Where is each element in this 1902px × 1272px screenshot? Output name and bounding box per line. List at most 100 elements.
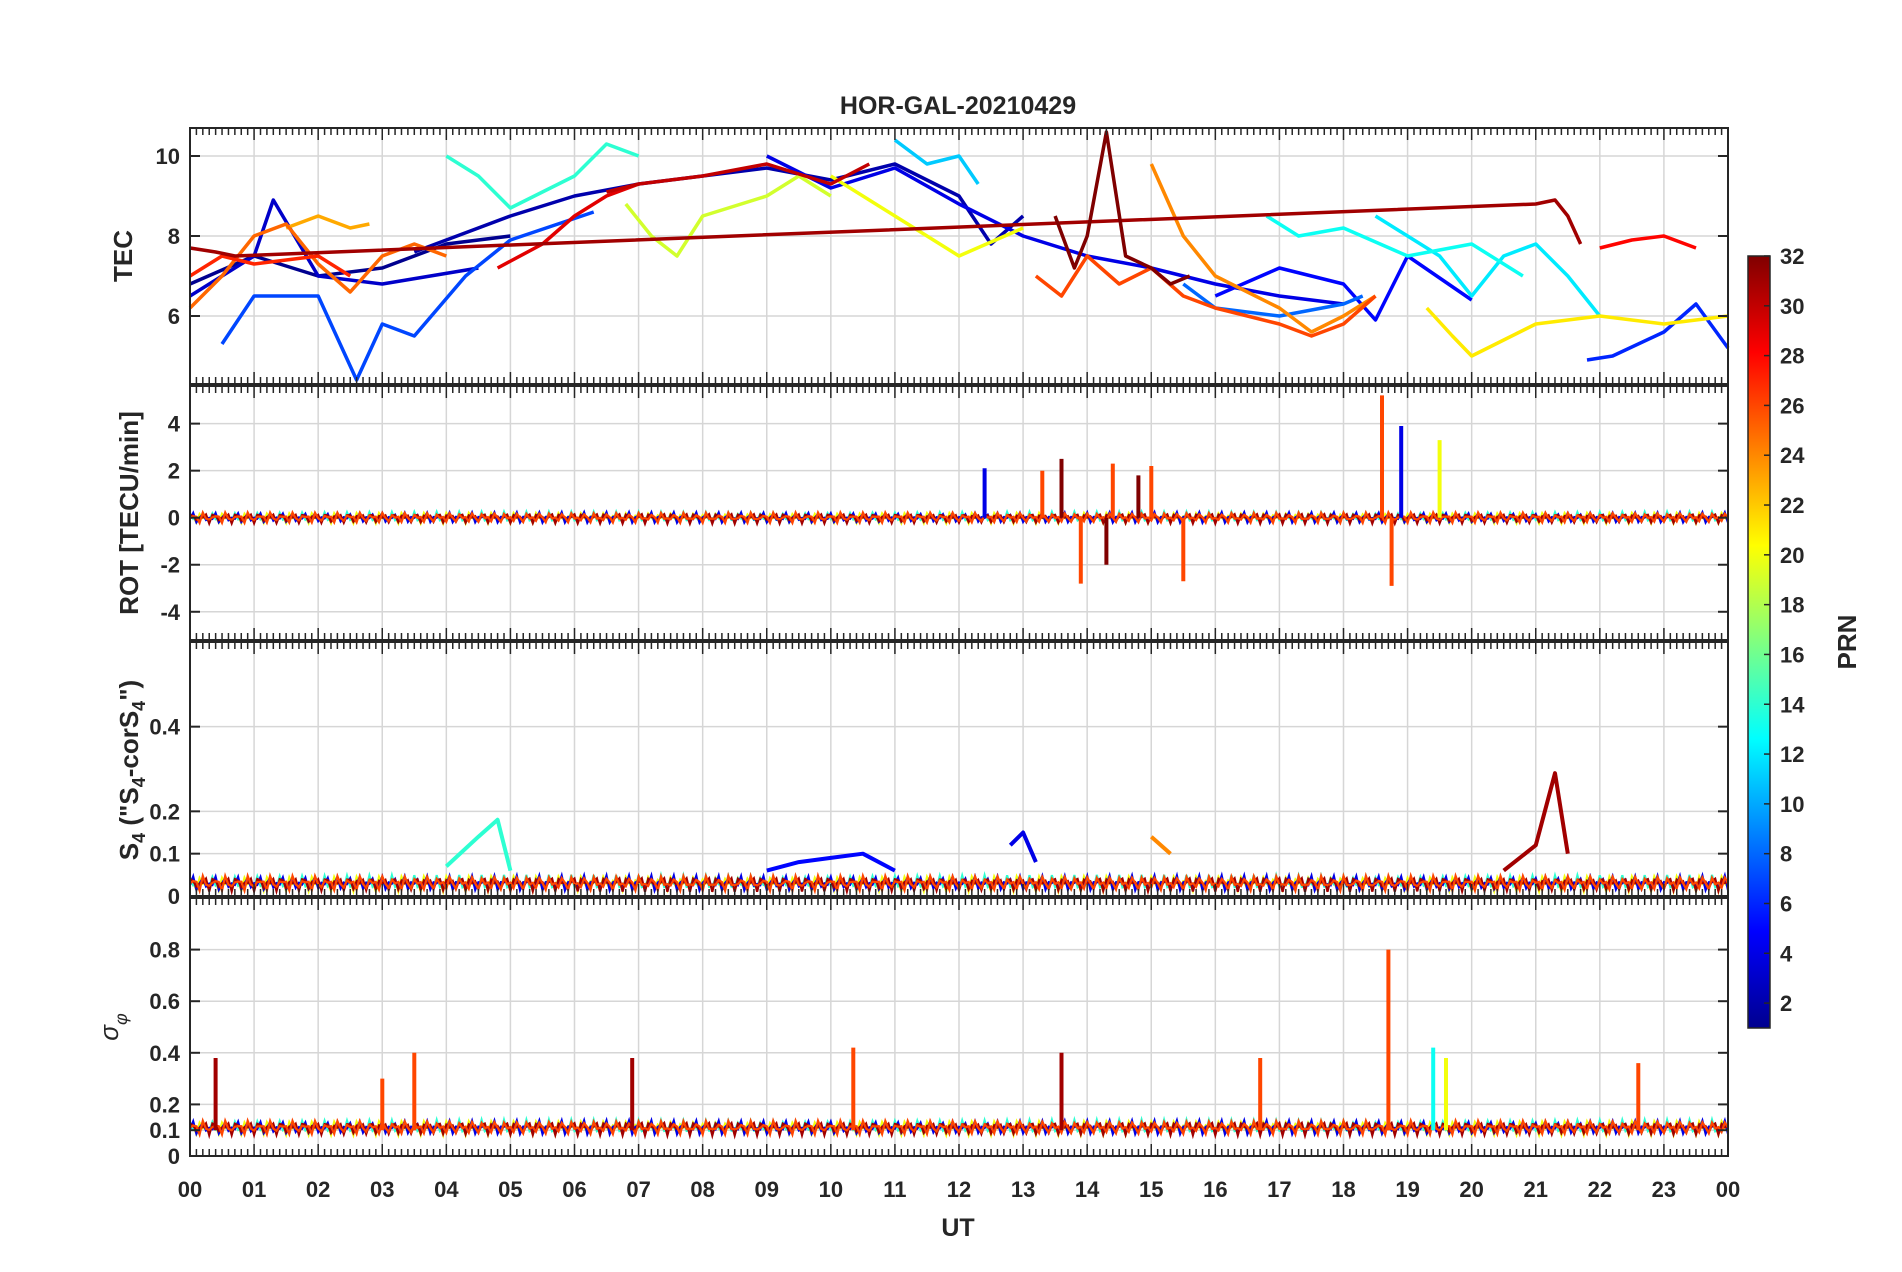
y-tick-label: 0.6: [149, 989, 180, 1014]
series-line: [1034, 254, 1377, 338]
series-line: [982, 426, 1404, 518]
series-line: [445, 142, 640, 210]
x-tick-label: 12: [947, 1177, 971, 1202]
ylabel-rot: ROT [TECU/min]: [114, 411, 144, 615]
x-tick-label: 21: [1524, 1177, 1548, 1202]
x-tick-label: 23: [1652, 1177, 1676, 1202]
series-line: [624, 174, 832, 258]
y-tick-label: 0.2: [149, 1092, 180, 1117]
colorbar-tick-label: 14: [1780, 692, 1805, 717]
series-line: [220, 210, 595, 382]
colorbar-tick-label: 10: [1780, 792, 1804, 817]
colorbar-scale: [1747, 255, 1771, 1029]
series-line: [1502, 771, 1570, 873]
series-line: [1149, 835, 1172, 856]
series-line: [1182, 282, 1364, 318]
series-line: [829, 174, 1024, 258]
series-line: [1053, 130, 1191, 286]
y-tick-label: 4: [168, 412, 181, 437]
x-tick-label: 14: [1075, 1177, 1100, 1202]
series-baseline: [189, 509, 1729, 526]
series-line: [1599, 234, 1697, 250]
y-tick-label: 8: [168, 224, 180, 249]
colorbar-tick-label: 8: [1780, 842, 1792, 867]
x-tick-labels: 00 01 02 03 04 05 06 07 08 09 10 11 12 13 14 15 16 17 18 19…: [178, 1177, 1740, 1202]
x-tick-label: 09: [755, 1177, 779, 1202]
series-line: [285, 214, 370, 230]
y-tick-label: 0.1: [149, 842, 180, 867]
x-tick-label: 02: [306, 1177, 330, 1202]
colorbar-tick-label: 22: [1780, 493, 1804, 518]
x-tick-label: 04: [434, 1177, 459, 1202]
series-line: [1059, 458, 1141, 565]
x-tick-label: 00: [178, 1177, 202, 1202]
series-line: [893, 138, 980, 185]
x-tick-label: 20: [1459, 1177, 1483, 1202]
series-line: [413, 162, 1025, 254]
x-tick-label: 13: [1011, 1177, 1035, 1202]
series-baseline: [189, 1120, 1729, 1140]
series-line: [1425, 306, 1729, 358]
svg-text:S4 ("S4-corS4"): S4 ("S4-corS4"): [114, 680, 149, 860]
x-tick-label: 03: [370, 1177, 394, 1202]
series-line: [766, 154, 1344, 306]
y-tick-label: 0: [168, 1144, 180, 1169]
x-tick-label: 11: [883, 1177, 906, 1202]
x-tick-label: 18: [1331, 1177, 1355, 1202]
x-tick-label: 16: [1203, 1177, 1227, 1202]
y-tick-label: 6: [168, 304, 180, 329]
colorbar-tick-label: 6: [1780, 891, 1792, 916]
x-tick-label: 22: [1588, 1177, 1612, 1202]
x-tick-label: 01: [242, 1177, 266, 1202]
colorbar-tick-label: 20: [1780, 543, 1804, 568]
x-tick-label: 15: [1139, 1177, 1163, 1202]
chart-title: HOR-GAL-20210429: [840, 92, 1076, 120]
colorbar-tick-label: 2: [1780, 991, 1792, 1016]
series-line: [606, 162, 871, 194]
colorbar-tick-label: 16: [1780, 642, 1804, 667]
x-tick-label: 00: [1716, 1177, 1740, 1202]
ylabel-sigma-phi: σφ: [94, 1013, 131, 1041]
x-tick-label: 17: [1267, 1177, 1291, 1202]
series-baseline: [189, 1117, 1729, 1139]
x-tick-label: 05: [498, 1177, 522, 1202]
series-line: [496, 182, 640, 270]
colorbar-tick-label: 30: [1780, 294, 1804, 319]
series-line: [1040, 395, 1394, 586]
series-line: [1149, 163, 1377, 334]
x-tick-label: 10: [819, 1177, 843, 1202]
series-line: [766, 851, 896, 873]
y-tick-label: 0.4: [149, 715, 180, 740]
series-line: [1374, 214, 1602, 318]
y-tick-label: 0: [168, 884, 180, 909]
y-tick-label: 2: [168, 459, 180, 484]
y-tick-label: 10: [156, 144, 180, 169]
series-line: [1008, 830, 1038, 863]
series-line: [380, 949, 1641, 1131]
series-baseline: [189, 512, 1729, 527]
xlabel: UT: [941, 1214, 974, 1242]
colorbar-tick-label: 18: [1780, 593, 1804, 618]
series-line: [1265, 214, 1524, 278]
panel-s4: 0 0.1 0.2 0.4: [149, 641, 1730, 909]
y-tick-label: 0.4: [149, 1041, 180, 1066]
colorbar-tick-label: 32: [1780, 244, 1804, 269]
colorbar-tick-label: 26: [1780, 393, 1804, 418]
series-line: [189, 254, 352, 278]
panel-tec: 6 8 10: [156, 127, 1730, 385]
ylabel-s4: S4 ("S4-corS4"): [114, 680, 149, 860]
colorbar-tick-label: 24: [1780, 443, 1805, 468]
panel-sigma-phi: 00.10.2 0.4 0.6 0.8: [149, 897, 1730, 1169]
x-tick-label: 19: [1395, 1177, 1419, 1202]
colorbar-tick-label: 28: [1780, 344, 1804, 369]
x-tick-label: 06: [562, 1177, 586, 1202]
y-tick-label: 0.2: [149, 799, 180, 824]
series-line: [189, 198, 1583, 258]
y-tick-label: 0.8: [149, 938, 180, 963]
x-tick-label: 08: [690, 1177, 714, 1202]
series-line: [213, 1052, 1064, 1131]
y-tick-label: 0.1: [149, 1118, 180, 1143]
svg-text:σφ: σφ: [94, 1013, 131, 1041]
y-tick-label: -2: [160, 553, 180, 578]
